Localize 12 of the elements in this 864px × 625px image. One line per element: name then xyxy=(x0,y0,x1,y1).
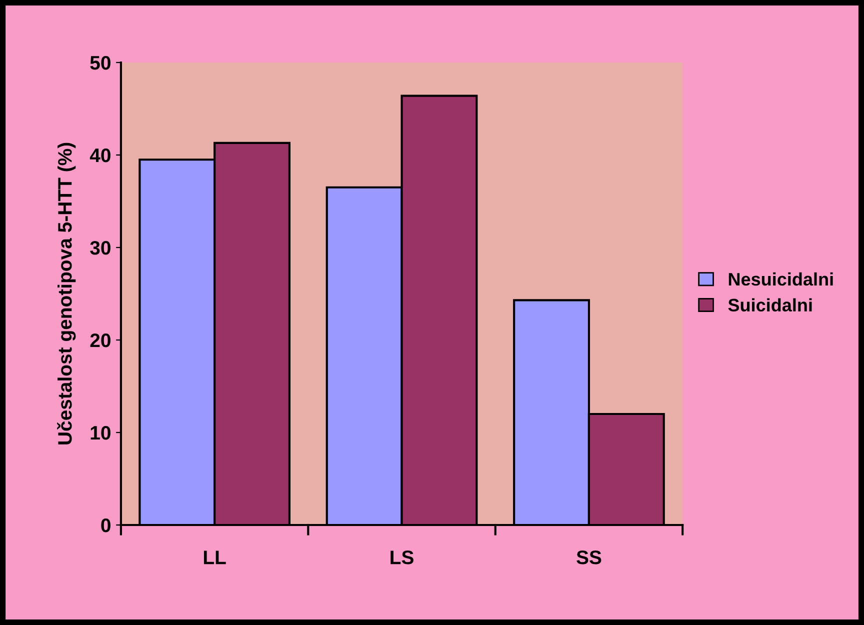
y-tick-label: 0 xyxy=(101,518,110,532)
y-tick-label: 20 xyxy=(90,333,110,348)
y-tick-label: 50 xyxy=(90,56,110,70)
legend-label: Suicidalni xyxy=(728,298,812,312)
x-tick-label: LL xyxy=(204,550,226,564)
y-tick-label: 30 xyxy=(90,240,110,255)
y-tick-label: 10 xyxy=(90,426,110,440)
y-tick-label: 40 xyxy=(90,148,110,162)
y-axis-title: Učestalost genotipova 5-HTT (%) xyxy=(57,142,76,444)
x-tick-label: SS xyxy=(576,550,602,564)
x-tick-label: LS xyxy=(390,550,414,564)
legend-label: Nesuicidalni xyxy=(728,272,833,286)
